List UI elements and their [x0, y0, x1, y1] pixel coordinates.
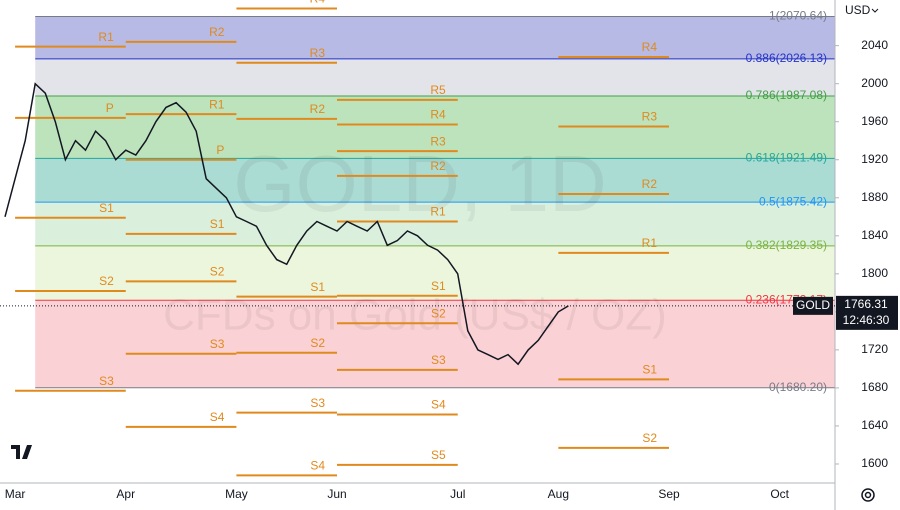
- pivot-label: S1: [642, 363, 657, 377]
- pivot-label: S3: [431, 353, 446, 367]
- fib-band: [35, 245, 836, 301]
- fib-band: [35, 16, 836, 59]
- fib-band: [35, 158, 836, 203]
- settings-icon[interactable]: [861, 488, 875, 502]
- price-tag: [793, 296, 833, 315]
- pivot-label: R4: [310, 0, 326, 6]
- price-box: [836, 295, 898, 330]
- y-tick-label: 1600: [861, 456, 888, 470]
- pivot-label: S4: [310, 459, 325, 473]
- x-tick-label: Sep: [658, 487, 680, 501]
- y-tick-label: 2000: [861, 76, 888, 90]
- watermark: GOLD, 1D: [233, 139, 606, 228]
- y-tick-label: 1640: [861, 418, 888, 432]
- pivot-label: S1: [310, 280, 325, 294]
- background: [35, 16, 836, 389]
- pivot-label: S3: [310, 396, 325, 410]
- pivot-label: S2: [642, 431, 657, 445]
- fib-label: 0.618(1921.49): [746, 150, 827, 164]
- pivot-label: S3: [210, 337, 225, 351]
- pivot-label: S1: [210, 217, 225, 231]
- x-tick-label: Jun: [327, 487, 346, 501]
- fib-band: [35, 300, 836, 388]
- x-tick-label: May: [225, 487, 248, 501]
- pivot-label: R3: [310, 46, 326, 60]
- pivot-label: R1: [98, 30, 114, 44]
- pivot-label: R1: [430, 205, 446, 219]
- pivot-label: S3: [99, 374, 114, 388]
- price-line: [4, 82, 569, 366]
- pivot-label: R4: [430, 108, 446, 122]
- fib-label: 0.786(1987.08): [746, 88, 827, 102]
- watermark-subtitle: CFDs on Gold (US$ / OZ): [163, 291, 667, 340]
- pivot-label: S1: [431, 279, 446, 293]
- pivot-label: P: [216, 143, 224, 157]
- x-tick-label: Apr: [116, 487, 135, 501]
- pivot-label: R1: [642, 236, 658, 250]
- y-tick-label: 1880: [861, 190, 888, 204]
- pivot-label: R3: [642, 110, 658, 124]
- fib-band: [35, 202, 836, 246]
- y-tick-label: 2040: [861, 38, 888, 52]
- pivot-label: S2: [431, 306, 446, 320]
- pivot-label: S2: [310, 336, 325, 350]
- pivot-label: S4: [431, 398, 446, 412]
- fib-label: 0.5(1875.42): [759, 194, 827, 208]
- pivot-label: S2: [99, 274, 114, 288]
- fib-label: 0.886(2026.13): [746, 51, 827, 65]
- pivot-label: R5: [430, 83, 446, 97]
- last-price-label: 1766.31: [844, 297, 888, 311]
- y-tick-label: 1720: [861, 342, 888, 356]
- y-tick-label: 1680: [861, 380, 888, 394]
- pivot-label: S2: [210, 265, 225, 279]
- y-tick-label: 1960: [861, 114, 888, 128]
- pivot-label: R2: [430, 159, 446, 173]
- x-tick-label: Aug: [548, 487, 569, 501]
- fib-label: 0(1680.20): [769, 380, 827, 394]
- pivot-label: S4: [210, 410, 225, 424]
- pivot-label: R4: [642, 40, 658, 54]
- y-tick-label: 1920: [861, 152, 888, 166]
- x-tick-label: Mar: [5, 487, 26, 501]
- fib-label: 0.382(1829.35): [746, 238, 827, 252]
- pivot-label: R2: [310, 102, 326, 116]
- pivot-label: S5: [431, 448, 446, 462]
- fib-label: 1(2070.64): [769, 9, 827, 23]
- currency[interactable]: USD: [845, 3, 871, 17]
- y-tick-label: 1800: [861, 266, 888, 280]
- x-tick-label: Jul: [450, 487, 465, 501]
- x-tick-label: Oct: [770, 487, 789, 501]
- clock: 12:46:30: [843, 313, 890, 327]
- pivot-label: P: [106, 101, 114, 115]
- pivot-label: R2: [642, 177, 658, 191]
- currency-caret[interactable]: [871, 8, 879, 13]
- pivot-label: S1: [99, 201, 114, 215]
- y-tick-label: 1840: [861, 228, 888, 242]
- series-name: GOLD: [796, 298, 830, 312]
- pivot-label: R2: [209, 25, 225, 39]
- fib-band: [35, 58, 836, 96]
- pivot-label: R1: [209, 97, 225, 111]
- pivot-label: R3: [430, 134, 446, 148]
- logo: [8, 440, 36, 464]
